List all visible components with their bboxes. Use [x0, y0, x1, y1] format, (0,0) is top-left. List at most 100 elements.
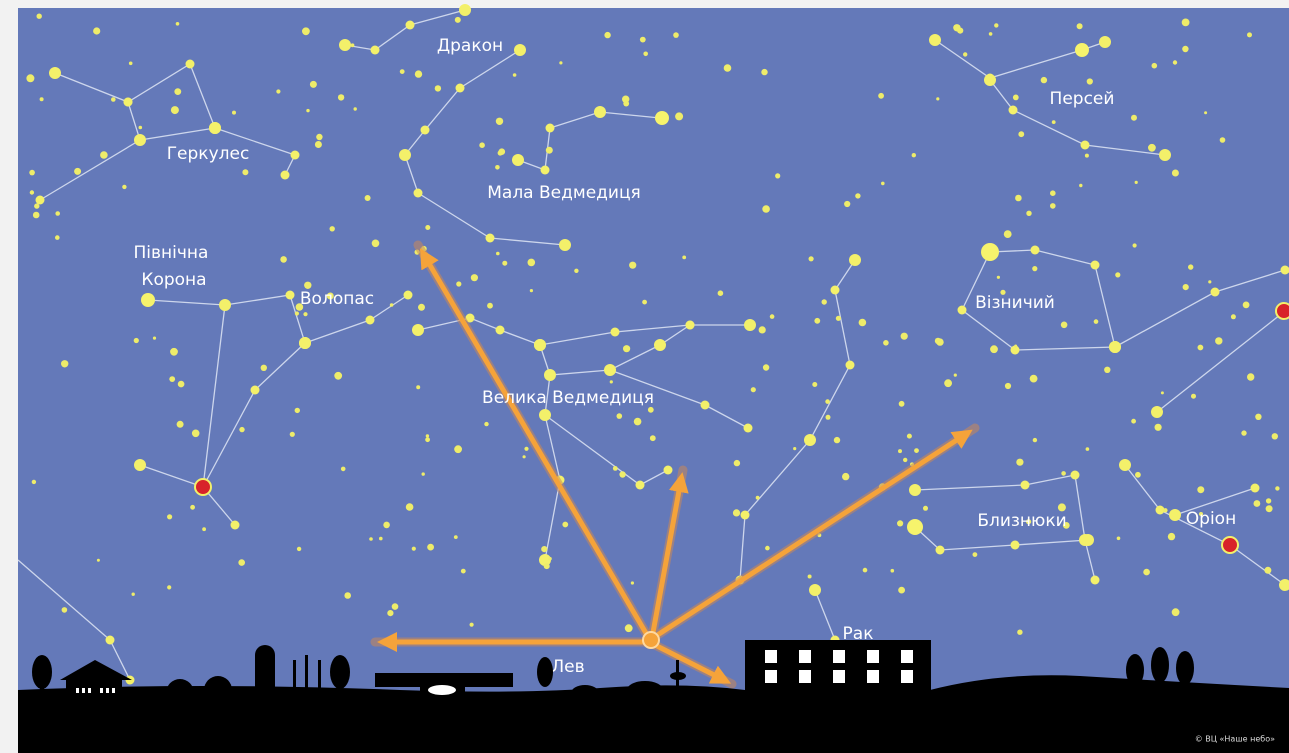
- star: [761, 69, 767, 75]
- star: [36, 196, 45, 205]
- star: [878, 93, 884, 99]
- star: [276, 89, 280, 93]
- star: [32, 480, 36, 484]
- star: [169, 376, 175, 382]
- star: [426, 434, 429, 437]
- star: [427, 544, 434, 551]
- star: [1030, 375, 1038, 383]
- star: [171, 106, 179, 114]
- star: [30, 190, 34, 194]
- star: [891, 569, 895, 573]
- star: [176, 22, 180, 26]
- star: [1131, 115, 1137, 121]
- star: [733, 509, 740, 516]
- star: [1133, 243, 1137, 247]
- star: [1079, 184, 1082, 187]
- star: [454, 535, 458, 539]
- star: [400, 69, 405, 74]
- star: [1220, 137, 1226, 143]
- window: [799, 650, 811, 663]
- star: [826, 415, 831, 420]
- star: [498, 150, 503, 155]
- star: [1156, 506, 1165, 515]
- star: [406, 21, 415, 30]
- star: [178, 381, 185, 388]
- star: [559, 239, 571, 251]
- star: [425, 437, 430, 442]
- star: [1143, 569, 1150, 576]
- star: [232, 111, 236, 115]
- star: [907, 434, 912, 439]
- star: [812, 382, 817, 387]
- star: [286, 291, 295, 300]
- star: [990, 345, 998, 353]
- star: [617, 413, 623, 419]
- star: [1251, 484, 1260, 493]
- star: [1081, 141, 1090, 150]
- star: [963, 52, 967, 56]
- star: [74, 168, 81, 175]
- star: [1014, 345, 1017, 348]
- star: [1131, 419, 1136, 424]
- star: [825, 399, 830, 404]
- star: [912, 153, 916, 157]
- star: [514, 44, 526, 56]
- window: [765, 670, 777, 683]
- star: [936, 97, 939, 100]
- star: [1135, 472, 1141, 478]
- star: [1009, 106, 1018, 115]
- star: [1243, 302, 1250, 309]
- star: [631, 581, 634, 584]
- star: [280, 256, 287, 263]
- star: [842, 473, 849, 480]
- star: [1161, 391, 1164, 394]
- star: [958, 306, 967, 315]
- window: [901, 650, 913, 663]
- star: [392, 603, 399, 610]
- star: [470, 623, 474, 627]
- star: [544, 563, 550, 569]
- star: [1061, 322, 1068, 329]
- star: [1033, 438, 1037, 442]
- credit: © ВЦ «Наше небо»: [1195, 735, 1275, 744]
- star: [111, 97, 116, 102]
- star: [371, 46, 380, 55]
- label: Мала Ведмедиця: [487, 183, 641, 203]
- star: [295, 408, 300, 413]
- star: [1015, 195, 1022, 202]
- star: [744, 319, 756, 331]
- star: [209, 122, 221, 134]
- star: [167, 514, 172, 519]
- star: [435, 85, 441, 91]
- window: [901, 670, 913, 683]
- star: [383, 522, 390, 529]
- star: [604, 364, 616, 376]
- star: [814, 318, 820, 324]
- star: [291, 151, 300, 160]
- star: [1013, 95, 1019, 101]
- star: [1155, 424, 1162, 431]
- star: [1091, 576, 1100, 585]
- star: [315, 141, 322, 148]
- star: [1016, 459, 1023, 466]
- star: [1109, 341, 1121, 353]
- star: [523, 455, 526, 458]
- star: [459, 4, 471, 16]
- star: [369, 537, 373, 541]
- star: [1208, 280, 1211, 283]
- star: [994, 23, 998, 27]
- star: [190, 505, 195, 510]
- star: [528, 259, 536, 267]
- label: Персей: [1050, 89, 1115, 109]
- star: [310, 81, 317, 88]
- star: [412, 324, 424, 336]
- star: [611, 328, 620, 337]
- star: [29, 170, 35, 176]
- star: [55, 211, 60, 216]
- star: [141, 293, 155, 307]
- star: [412, 547, 416, 551]
- star: [1163, 508, 1167, 512]
- star: [1172, 170, 1179, 177]
- star: [456, 281, 461, 286]
- star: [929, 34, 941, 46]
